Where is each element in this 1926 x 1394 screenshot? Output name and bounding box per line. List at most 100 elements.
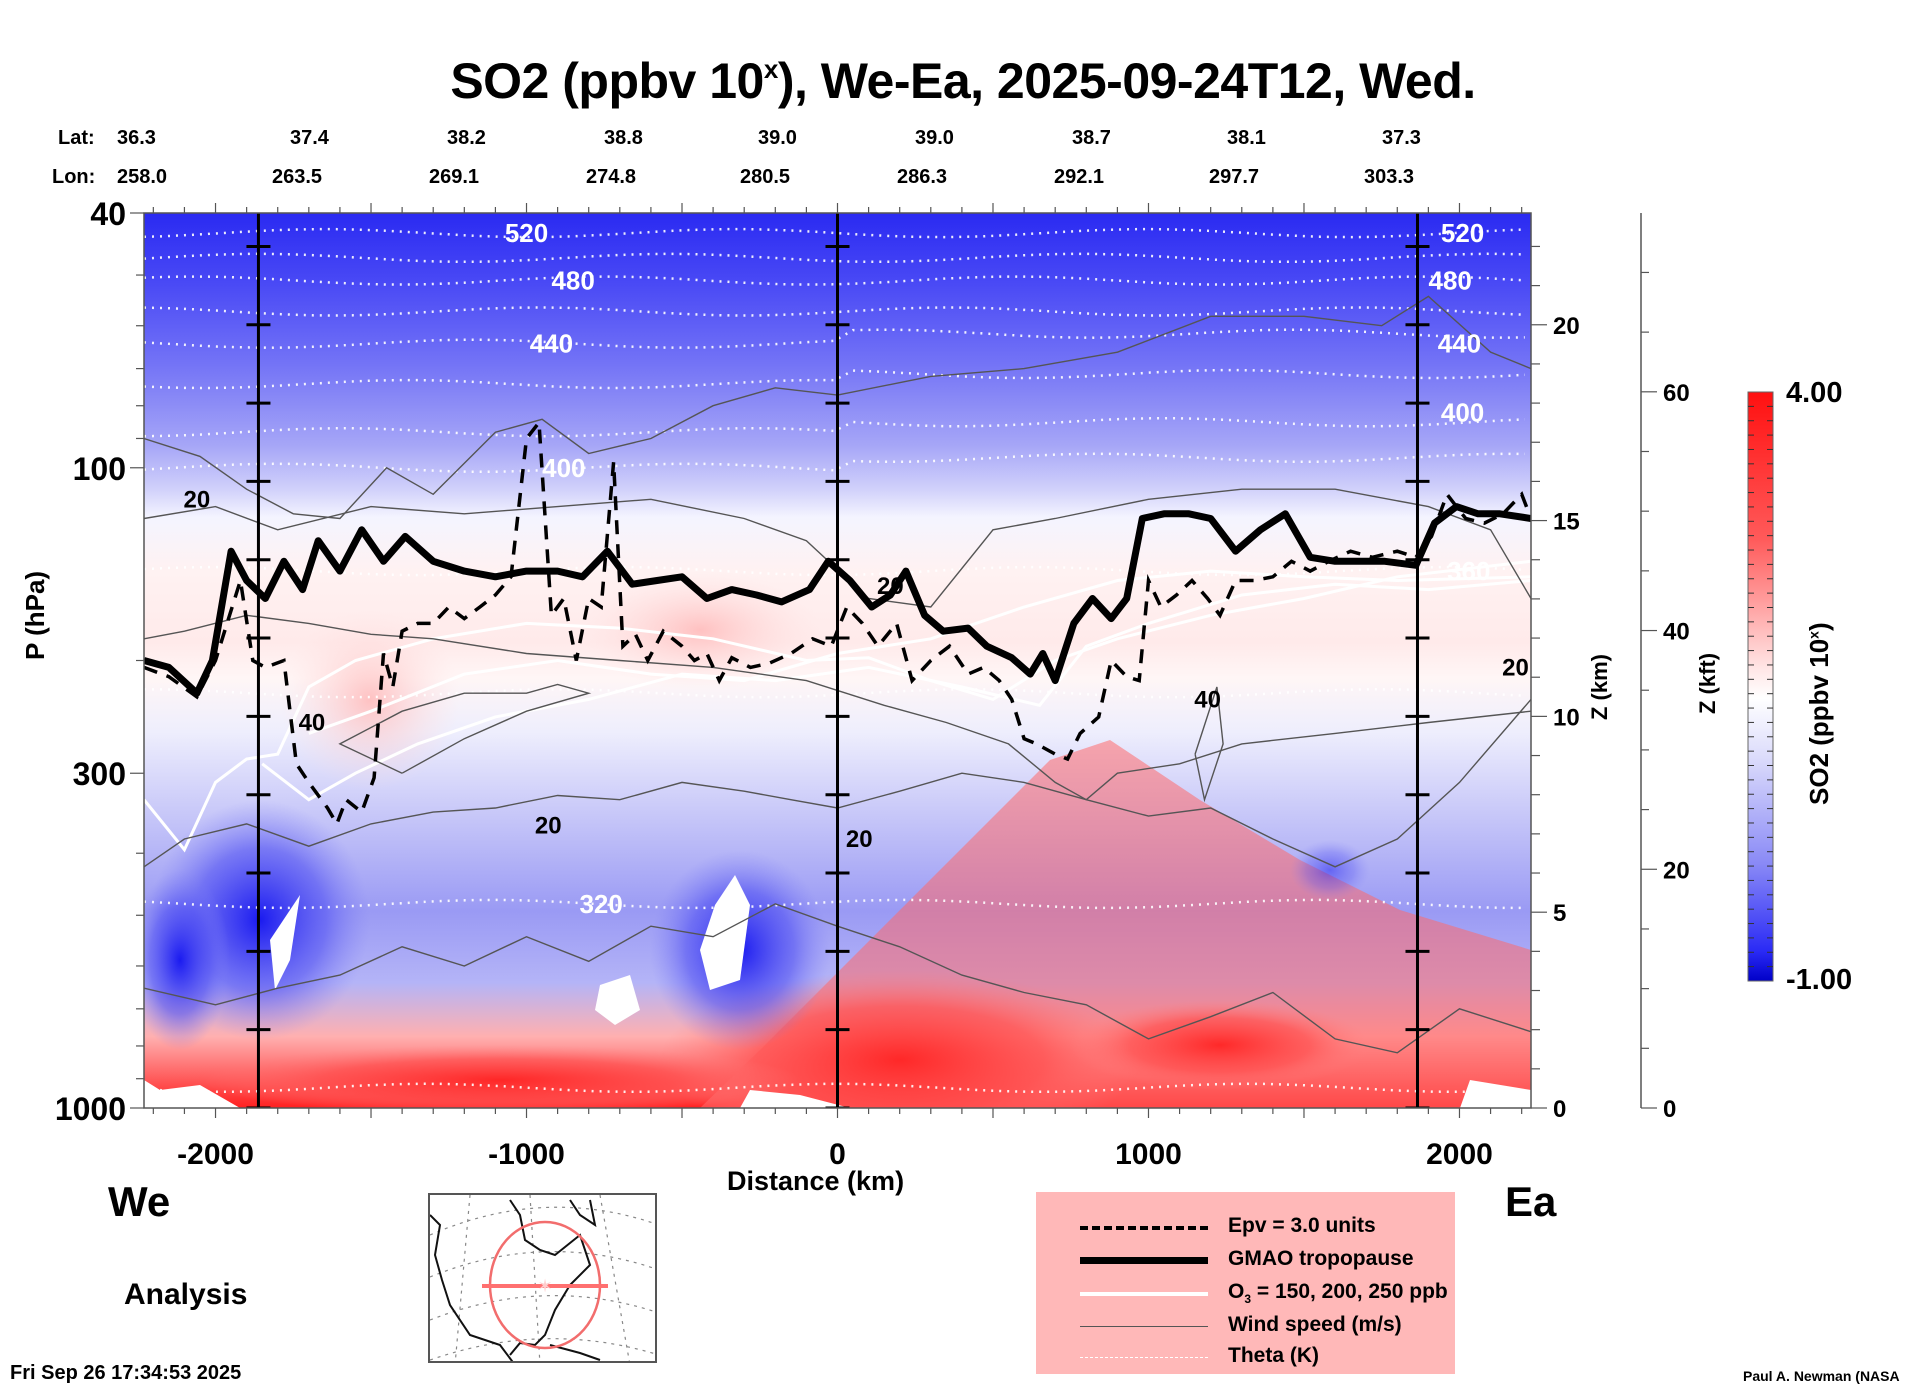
white-line-swatch: [1080, 1292, 1208, 1296]
wind-speed-contour: [338, 683, 592, 774]
y-tick-label: 1000: [55, 1091, 126, 1127]
lat-value: 39.0: [758, 127, 797, 149]
legend-item-tropopause: GMAO tropopause: [1036, 1247, 1455, 1277]
thick-line-swatch: [1080, 1257, 1208, 1264]
lon-label: Lon:: [52, 166, 96, 188]
wind-speed-label: 20: [535, 812, 562, 839]
wind-speed-contour: [1194, 686, 1224, 803]
z-kft-tick-label: 60: [1663, 380, 1690, 407]
ozone-contour: [308, 569, 1531, 735]
lat-value: 38.1: [1227, 127, 1266, 149]
legend-item-epv: Epv = 3.0 units: [1036, 1214, 1455, 1244]
y-tick-label: 300: [73, 756, 126, 792]
wind-speed-label: 20: [1502, 654, 1529, 681]
timestamp: Fri Sep 26 17:34:53 2025: [10, 1362, 242, 1384]
legend: Epv = 3.0 units GMAO tropopause O3 = 150…: [1036, 1192, 1455, 1374]
theta-label: 400: [542, 453, 585, 483]
z-kft-tick-label: 40: [1663, 619, 1690, 646]
so2-high-region: [1070, 1000, 1370, 1090]
wind-speed-label: 40: [299, 710, 326, 737]
epv-contour: [144, 417, 1531, 828]
theta-label: 440: [530, 329, 573, 359]
so2-low-region: [144, 870, 230, 1050]
y-tick-label: 40: [90, 196, 126, 232]
wind-speed-label: 20: [877, 573, 904, 600]
thin-line-swatch: [1080, 1326, 1208, 1327]
theta-label: 520: [505, 218, 548, 248]
legend-item-theta: Theta (K): [1036, 1344, 1455, 1374]
z-km-tick-label: 15: [1553, 509, 1580, 536]
dashed-line-swatch: [1080, 1226, 1208, 1230]
theta-contour: [144, 452, 1525, 474]
x-tick-label: 0: [829, 1138, 846, 1171]
lon-value: 286.3: [897, 166, 948, 188]
z-km-tick-label: 20: [1553, 313, 1580, 340]
z-kft-axis-title: Z (kft): [1695, 652, 1720, 714]
z-km-tick-label: 10: [1553, 704, 1580, 731]
minimap-coastlines: [430, 1199, 601, 1361]
wind-speed-label: 20: [184, 486, 211, 513]
so2-high-region: [200, 1045, 800, 1108]
x-tick-label: -1000: [488, 1138, 565, 1171]
lon-value: 303.3: [1364, 166, 1415, 188]
author-credit: Paul A. Newman (NASA: [1743, 1368, 1900, 1384]
theta-contour: [144, 368, 1525, 390]
theta-label: 440: [1438, 329, 1481, 359]
theta-label: 480: [551, 266, 594, 296]
axes: -2000 -1000 0 1000 2000 40 100 300 1000 0 5 10 15 20 0…: [55, 196, 1690, 1171]
x-tick-label: 2000: [1426, 1138, 1493, 1171]
legend-item-ozone: O3 = 150, 200, 250 ppb: [1036, 1280, 1455, 1310]
dotted-line-swatch: [1080, 1357, 1208, 1358]
wind-speed-contour: [144, 295, 1531, 520]
wind-speed-label: 20: [846, 826, 873, 853]
z-kft-tick-label: 20: [1663, 857, 1690, 884]
lon-value: 274.8: [586, 166, 637, 188]
location-minimap: ✶: [428, 1193, 657, 1363]
lat-value: 38.8: [604, 127, 643, 149]
east-label: Ea: [1505, 1178, 1557, 1225]
so2-mid-region: [580, 570, 820, 690]
so2-mid-region: [280, 610, 460, 790]
wind-speed-contour: [144, 698, 1531, 868]
lon-value: 280.5: [740, 166, 791, 188]
theta-label: 520: [1441, 218, 1484, 248]
theta-label: 360: [1447, 556, 1490, 586]
ozone-contour: [261, 579, 1531, 802]
lon-value: 263.5: [272, 166, 323, 188]
colorbar-ticks: [1748, 405, 1773, 968]
minimap-center-marker: ✶: [537, 1276, 552, 1296]
theta-label: 320: [579, 889, 622, 919]
colorbar-title: SO2 (ppbv 10x): [1804, 622, 1834, 805]
analysis-label: Analysis: [124, 1278, 248, 1311]
lat-value: 36.3: [117, 127, 156, 149]
lat-value: 39.0: [915, 127, 954, 149]
west-label: We: [108, 1178, 171, 1225]
lat-value: 38.2: [447, 127, 486, 149]
tropopause-line: [144, 503, 1531, 697]
chart-title: SO2 (ppbv 10x), We-Ea, 2025-09-24T12, We…: [450, 53, 1476, 109]
legend-item-wind-speed: Wind speed (m/s): [1036, 1313, 1455, 1343]
lon-value: 258.0: [117, 166, 168, 188]
z-km-tick-label: 5: [1553, 900, 1566, 927]
lon-value: 269.1: [429, 166, 480, 188]
theta-label: 400: [1441, 398, 1484, 428]
lon-value: 292.1: [1054, 166, 1105, 188]
so2-low-region: [1290, 840, 1370, 900]
lat-value: 37.4: [290, 127, 329, 149]
x-axis-title: Distance (km): [727, 1166, 905, 1196]
lat-label: Lat:: [58, 127, 95, 149]
wind-speed-label: 40: [1194, 686, 1221, 713]
x-tick-label: -2000: [177, 1138, 254, 1171]
z-km-axis-title: Z (km): [1587, 654, 1612, 720]
lat-value: 37.3: [1382, 127, 1421, 149]
z-kft-tick-label: 0: [1663, 1096, 1676, 1123]
colorbar-min-label: -1.00: [1786, 964, 1853, 996]
lat-value: 38.7: [1072, 127, 1111, 149]
lon-value: 297.7: [1209, 166, 1260, 188]
y-tick-label: 100: [73, 451, 126, 487]
plot-area: [144, 213, 1531, 1108]
theta-label: 480: [1428, 266, 1471, 296]
x-tick-label: 1000: [1115, 1138, 1182, 1171]
